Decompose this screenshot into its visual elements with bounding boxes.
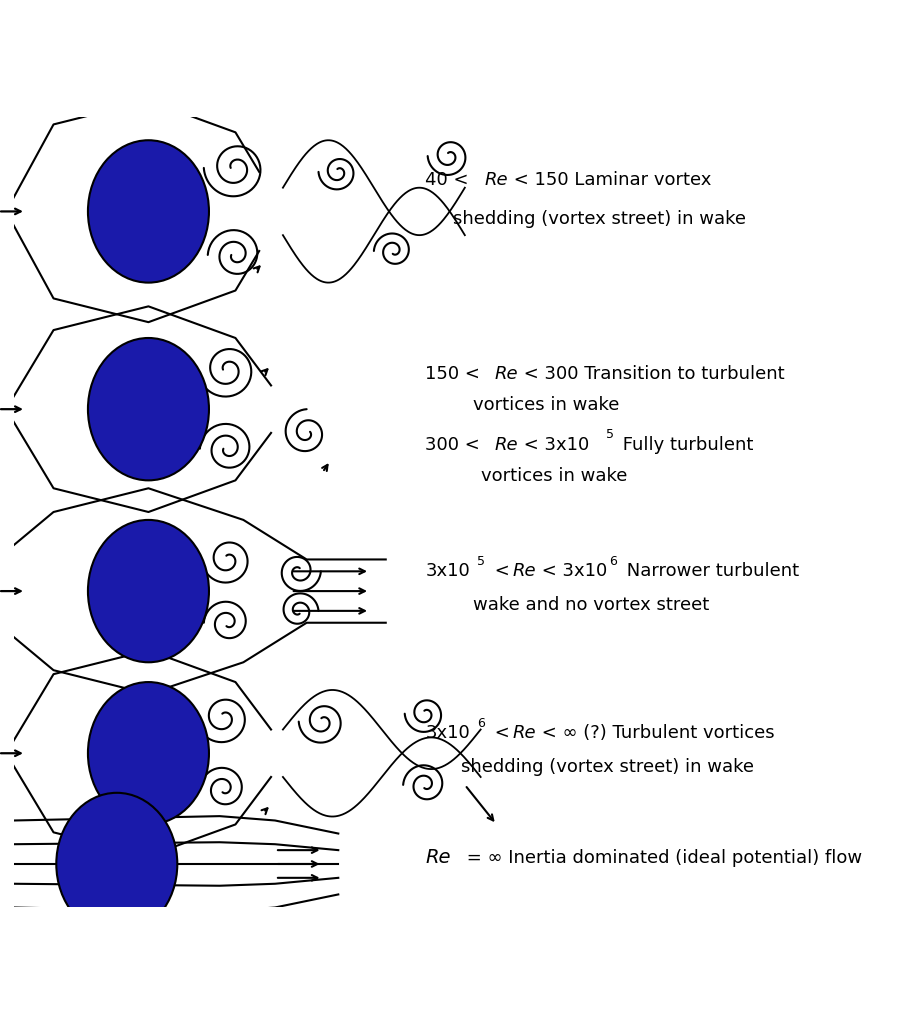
Text: Re: Re [425,848,451,867]
Text: Narrower turbulent: Narrower turbulent [621,562,799,581]
Text: < 150 Laminar vortex: < 150 Laminar vortex [509,171,712,188]
Text: Re: Re [512,562,536,581]
Text: <: < [489,724,515,742]
Text: Re: Re [494,436,518,454]
Text: < ∞ (?) Turbulent vortices: < ∞ (?) Turbulent vortices [536,724,775,742]
Text: 3x10: 3x10 [425,562,470,581]
Text: 5: 5 [477,555,485,567]
Text: 5: 5 [605,428,613,441]
Text: <: < [489,562,515,581]
Ellipse shape [87,338,209,480]
Text: wake and no vortex street: wake and no vortex street [473,596,709,614]
Text: 40 <: 40 < [425,171,474,188]
Text: Re: Re [494,365,518,383]
Text: < 3x10: < 3x10 [518,436,589,454]
Ellipse shape [87,520,209,663]
Ellipse shape [87,140,209,283]
Text: 6: 6 [477,717,485,730]
Text: < 3x10: < 3x10 [536,562,607,581]
Text: Re: Re [484,171,508,188]
Text: = ∞ Inertia dominated (ideal potential) flow: = ∞ Inertia dominated (ideal potential) … [461,849,862,866]
Text: Re: Re [512,724,536,742]
Text: Fully turbulent: Fully turbulent [617,436,753,454]
Text: 3x10: 3x10 [425,724,470,742]
Text: 300 <: 300 < [425,436,486,454]
Text: vortices in wake: vortices in wake [481,467,627,485]
Text: shedding (vortex street) in wake: shedding (vortex street) in wake [453,210,746,228]
Text: shedding (vortex street) in wake: shedding (vortex street) in wake [461,759,754,776]
Text: 150 <: 150 < [425,365,486,383]
Text: < 300 Transition to turbulent: < 300 Transition to turbulent [518,365,785,383]
Ellipse shape [56,793,178,935]
Text: 6: 6 [610,555,618,567]
Text: vortices in wake: vortices in wake [473,396,619,415]
Ellipse shape [87,682,209,824]
